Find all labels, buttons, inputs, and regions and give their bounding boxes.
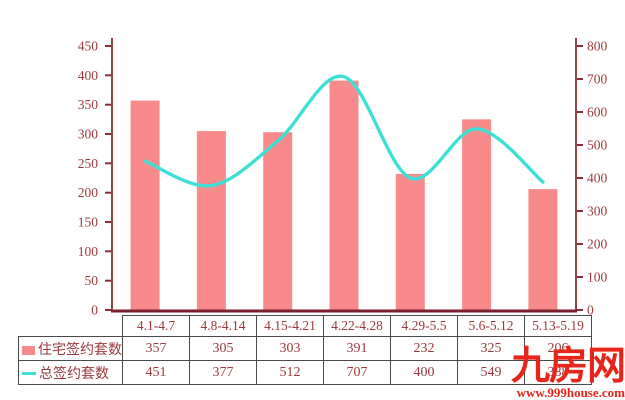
table-cell: 388	[524, 360, 592, 385]
table-cell: 400	[390, 360, 458, 385]
bar	[130, 100, 160, 310]
column-header: 4.22-4.28	[323, 315, 391, 337]
table-row-residential: 住宅签约套数 357 305 303 391 232 325 206	[18, 336, 592, 361]
left-tick-label: 0	[91, 303, 98, 316]
bar	[329, 80, 359, 310]
right-tick-label: 800	[587, 39, 608, 54]
right-tick-label: 700	[587, 72, 608, 87]
table-row-total: 总签约套数 451 377 512 707 400 549 388	[18, 360, 592, 385]
table-cell: 305	[189, 336, 257, 361]
left-tick-label: 300	[78, 127, 99, 142]
right-tick-label: 300	[587, 204, 608, 219]
table-cell: 232	[390, 336, 458, 361]
row-label-text: 住宅签约套数	[38, 342, 122, 358]
right-tick-label: 400	[587, 171, 608, 186]
column-header: 4.1-4.7	[122, 315, 190, 337]
right-axis-ticks: 0 100 200 300 400 500 600 700 800	[577, 39, 608, 316]
watermark-brand-logo: 九房网	[510, 345, 625, 388]
row-label-residential: 住宅签约套数	[18, 336, 123, 361]
left-tick-label: 450	[78, 39, 99, 54]
left-axis-ticks: 0 50 100 150 200 250 300 350 400 450	[78, 39, 111, 316]
combo-chart-canvas: 0 50 100 150 200 250 300 350 400 450 0 100 200 300 400…	[78, 38, 608, 316]
left-tick-label: 200	[78, 185, 99, 200]
left-tick-label: 100	[78, 244, 99, 259]
left-tick-label: 350	[78, 97, 99, 112]
bar	[528, 189, 558, 310]
table-cell: 707	[323, 360, 391, 385]
table-cell: 206	[524, 336, 592, 361]
data-table-wrap: 4.1-4.7 4.8-4.14 4.15-4.21 4.22-4.28 4.2…	[18, 315, 592, 385]
bar-legend-swatch-icon	[22, 345, 35, 355]
bar	[196, 131, 226, 310]
right-tick-label: 500	[587, 138, 608, 153]
column-header: 5.6-5.12	[457, 315, 525, 337]
table-cell: 303	[256, 336, 324, 361]
bar	[395, 173, 425, 310]
bar-series	[130, 80, 558, 310]
watermark: 九房网 www.999house.com	[511, 347, 625, 400]
row-label-total: 总签约套数	[18, 360, 123, 385]
column-header: 4.8-4.14	[189, 315, 257, 337]
table-cell: 357	[122, 336, 190, 361]
watermark-url: www.999house.com	[516, 385, 625, 400]
column-header: 4.29-5.5	[390, 315, 458, 337]
table-cell: 325	[457, 336, 525, 361]
left-tick-label: 400	[78, 68, 99, 83]
table-header-row: 4.1-4.7 4.8-4.14 4.15-4.21 4.22-4.28 4.2…	[19, 315, 592, 337]
left-tick-label: 150	[78, 215, 99, 230]
right-tick-label: 0	[587, 303, 594, 316]
table-corner-cell	[19, 316, 123, 337]
left-tick-label: 250	[78, 156, 99, 171]
bar	[263, 132, 293, 310]
line-series	[143, 74, 545, 188]
bar	[462, 119, 492, 310]
right-tick-label: 600	[587, 105, 608, 120]
table-cell: 391	[323, 336, 391, 361]
table-cell: 377	[189, 360, 257, 385]
column-header: 5.13-5.19	[524, 315, 592, 337]
row-label-text: 总签约套数	[39, 366, 109, 382]
line-legend-swatch-icon	[22, 371, 36, 375]
data-table: 4.1-4.7 4.8-4.14 4.15-4.21 4.22-4.28 4.2…	[18, 315, 592, 385]
table-cell: 512	[256, 360, 324, 385]
right-tick-label: 200	[587, 237, 608, 252]
table-cell: 451	[122, 360, 190, 385]
right-tick-label: 100	[587, 270, 608, 285]
column-header: 4.15-4.21	[256, 315, 324, 337]
left-tick-label: 50	[85, 273, 99, 288]
